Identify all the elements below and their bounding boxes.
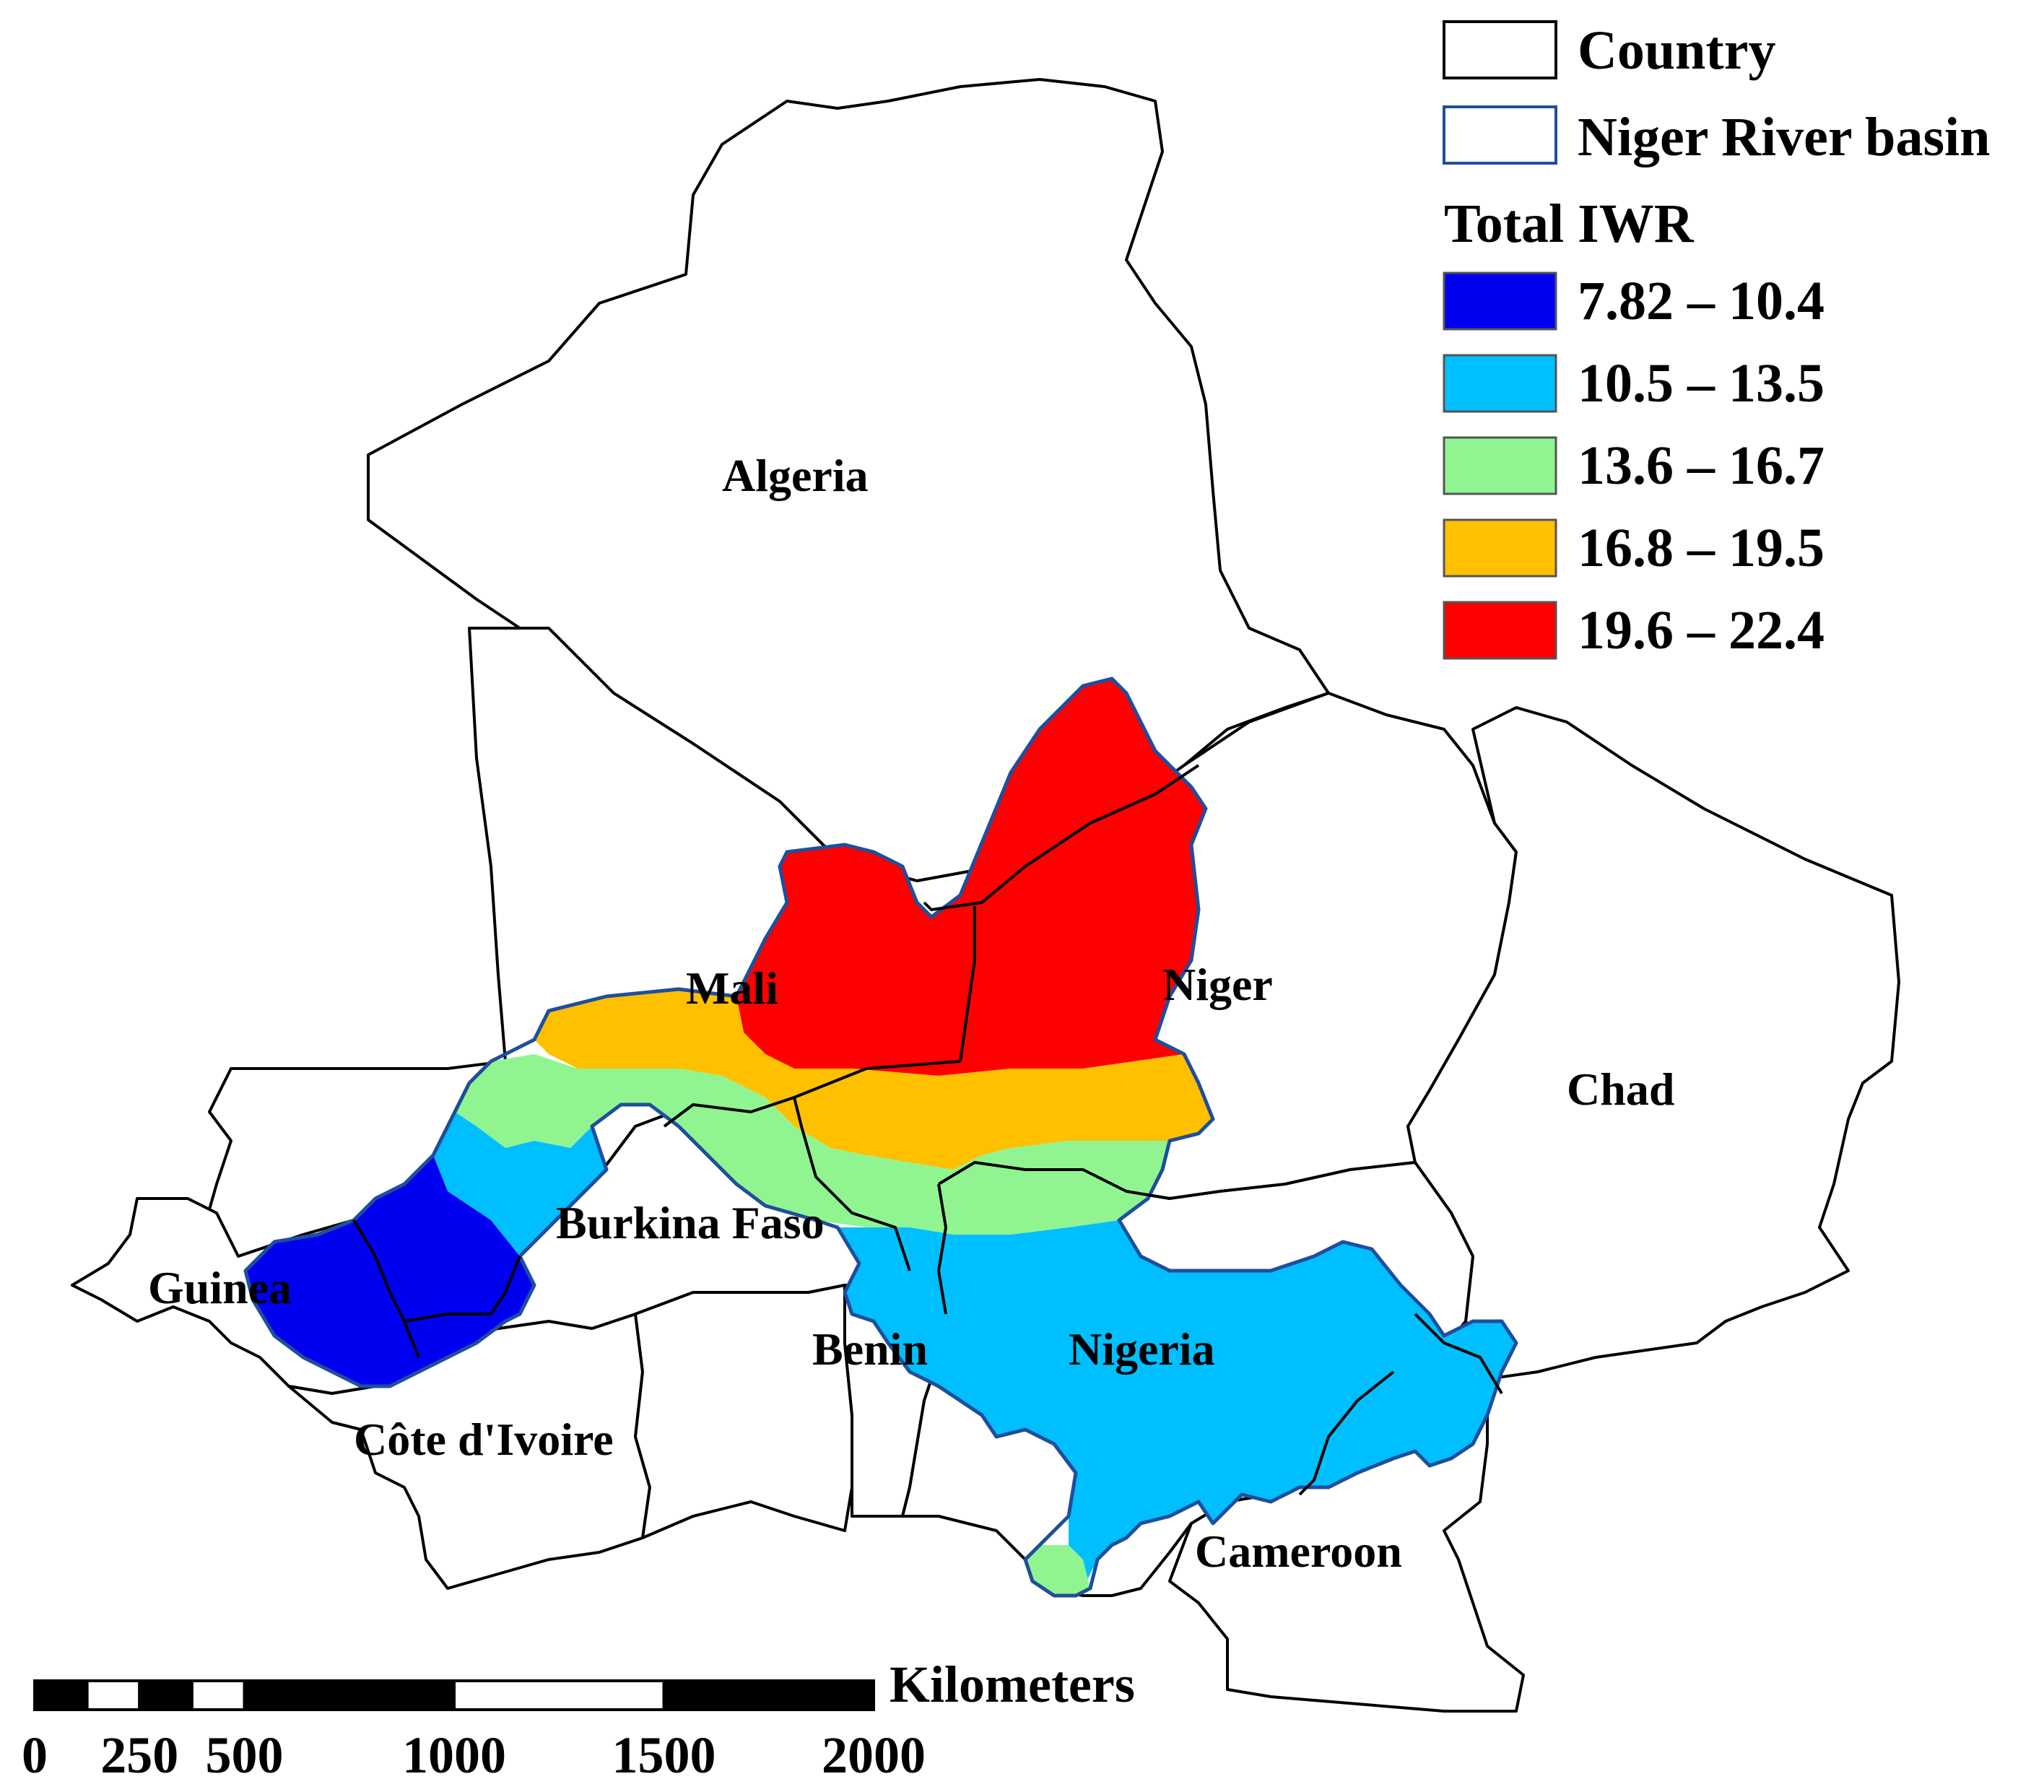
country-labels: Algeria Mali Niger Chad Burkina Faso Gui… [148, 450, 1674, 1577]
label-algeria: Algeria [722, 450, 869, 501]
label-mali: Mali [686, 962, 778, 1014]
legend-title: Total IWR [1444, 193, 1695, 254]
scale-bar: Kilometers 0 250 500 1000 1500 2000 [22, 1656, 1135, 1784]
iwr-zone-class-2 [433, 1112, 1516, 1588]
scale-unit-label: Kilometers [890, 1656, 1135, 1713]
label-benin: Benin [812, 1323, 928, 1375]
legend-class-swatch [1443, 518, 1557, 578]
iwr-zones [243, 677, 1518, 1598]
border-guinea-mali [352, 1219, 420, 1358]
label-cameroon: Cameroon [1195, 1526, 1402, 1577]
scale-segment [85, 1679, 142, 1711]
scale-tick-label: 1000 [402, 1726, 506, 1784]
label-niger: Niger [1162, 959, 1273, 1010]
scale-ticks: 0 250 500 1000 1500 2000 [22, 1726, 926, 1784]
iwr-zone-class-4 [534, 989, 1213, 1170]
label-guinea: Guinea [148, 1262, 292, 1313]
scale-tick-label: 2000 [822, 1726, 926, 1784]
legend-class-swatch [1443, 271, 1557, 331]
label-chad: Chad [1567, 1064, 1674, 1115]
iwr-zone-class-1 [245, 1155, 534, 1386]
legend-class-swatch [1443, 436, 1557, 495]
label-burkina-faso: Burkina Faso [556, 1197, 825, 1248]
label-nigeria: Nigeria [1069, 1323, 1215, 1375]
legend-class-swatch [1443, 601, 1557, 660]
scale-segment [138, 1679, 193, 1711]
legend-class-label: 16.8 – 19.5 [1578, 518, 1825, 578]
legend: Country Niger River basin Total IWR 7.82… [1443, 20, 1990, 661]
borders-over-basin [352, 764, 1503, 1496]
scale-segment [662, 1679, 875, 1711]
iwr-zone-class-5 [736, 679, 1206, 1076]
border-mali-burkina [663, 1060, 961, 1128]
label-cote-divoire: Côte d'Ivoire [354, 1414, 614, 1465]
legend-class-swatch [1443, 354, 1557, 413]
legend-classes: 7.82 – 10.4 10.5 – 13.5 13.6 – 16.7 16.8 – … [1443, 271, 1825, 661]
iwr-zone-class-3-coastal [1025, 1545, 1090, 1596]
scale-segments [33, 1679, 875, 1711]
country-algeria [367, 78, 1330, 882]
scale-tick-label: 1500 [612, 1726, 716, 1784]
border-mali-niger-south [959, 906, 976, 1062]
country-chad [1406, 706, 1900, 1380]
legend-basin-swatch [1443, 105, 1557, 165]
scale-tick-label: 0 [22, 1726, 48, 1784]
legend-country-swatch [1443, 20, 1557, 79]
basin-outline [243, 677, 1518, 1598]
border-nigeria-benin [937, 1183, 947, 1315]
legend-class-label: 19.6 – 22.4 [1578, 600, 1825, 661]
scale-segment [33, 1679, 89, 1711]
scale-tick-label: 250 [100, 1726, 178, 1784]
border-burkina-niger [793, 1097, 911, 1271]
scale-segment [453, 1679, 666, 1711]
scale-segment [243, 1679, 456, 1711]
legend-class-label: 13.6 – 16.7 [1578, 435, 1825, 496]
legend-country-label: Country [1578, 20, 1775, 81]
border-mali-niger [923, 764, 1200, 911]
border-niger-nigeria [937, 1161, 1170, 1200]
country-ghana-togo [634, 1284, 853, 1539]
iwr-zone-class-3 [455, 1054, 1170, 1235]
scale-tick-label: 500 [206, 1726, 284, 1784]
legend-basin-label: Niger River basin [1578, 107, 1990, 168]
border-mali-cote [404, 1256, 521, 1323]
border-nigeria-cameroon [1298, 1370, 1395, 1496]
border-nigeria-chad [1414, 1313, 1503, 1395]
legend-class-label: 10.5 – 13.5 [1578, 353, 1825, 414]
legend-class-label: 7.82 – 10.4 [1578, 271, 1825, 331]
scale-segment [190, 1679, 246, 1711]
